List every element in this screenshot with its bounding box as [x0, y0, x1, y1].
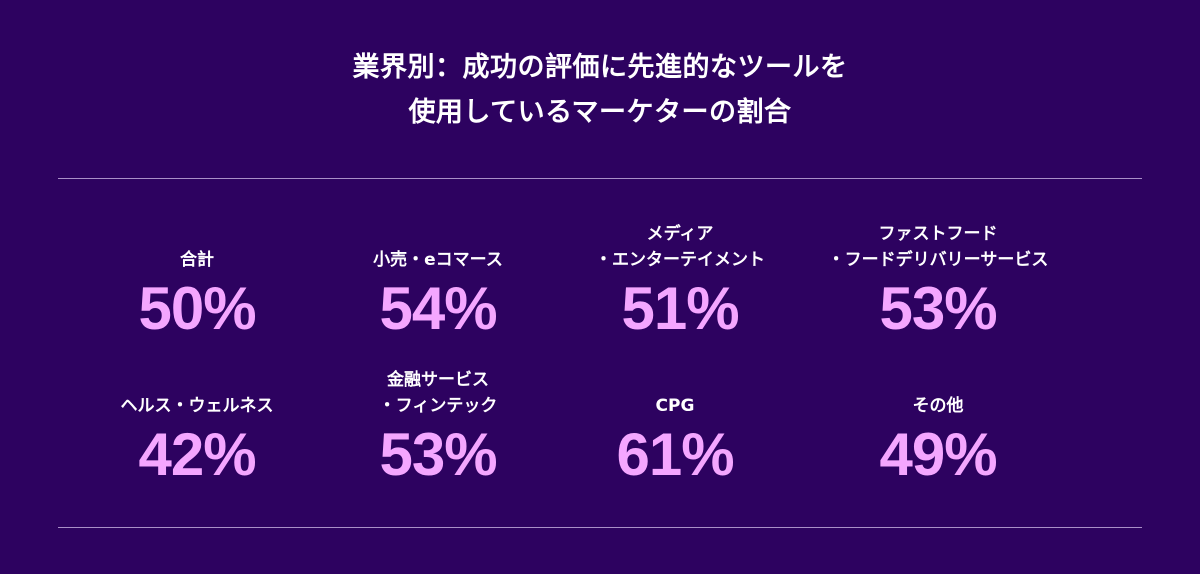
stat-label-line-2: ・フィンテック	[378, 396, 498, 416]
stat-label-line-2: 合計	[180, 250, 214, 270]
stat-value: 51%	[621, 275, 739, 342]
stat-value: 42%	[138, 421, 256, 488]
stat-value: 50%	[138, 275, 256, 342]
stat-label-line-2: ヘルス・ウェルネス	[120, 396, 274, 416]
stat-label: その他	[808, 367, 1068, 419]
stat-value: 49%	[879, 421, 997, 488]
stat-financial-fintech: 金融サービス ・フィンテック 53%	[308, 367, 568, 485]
stat-value: 53%	[879, 275, 997, 342]
stat-cpg: CPG 61%	[545, 367, 805, 485]
stat-label: 小売・eコマース	[308, 221, 568, 273]
stat-label: ファストフード ・フードデリバリーサービス	[808, 221, 1068, 273]
stat-value: 53%	[379, 421, 497, 488]
stat-label: 金融サービス ・フィンテック	[308, 367, 568, 419]
stat-other: その他 49%	[808, 367, 1068, 485]
stat-label-line-2: 小売・eコマース	[373, 250, 503, 270]
stat-label-line-1: メディア	[646, 224, 714, 244]
stat-value: 54%	[379, 275, 497, 342]
bottom-divider	[58, 527, 1142, 528]
title-line-1: 業界別：成功の評価に先進的なツールを	[352, 52, 848, 83]
stat-label: メディア ・エンターテイメント	[550, 221, 810, 273]
stat-health-wellness: ヘルス・ウェルネス 42%	[67, 367, 327, 485]
stat-label-line-2: ・フードデリバリーサービス	[827, 250, 1049, 270]
stat-fast-food-delivery: ファストフード ・フードデリバリーサービス 53%	[808, 221, 1068, 339]
stat-media-entertainment: メディア ・エンターテイメント 51%	[550, 221, 810, 339]
stat-label: CPG	[545, 367, 805, 419]
stat-value: 61%	[616, 421, 734, 488]
title-line-2: 使用しているマーケターの割合	[408, 97, 792, 128]
stat-label-line-1: 金融サービス	[387, 370, 489, 390]
top-divider	[58, 178, 1142, 179]
stat-label: 合計	[67, 221, 327, 273]
stat-total: 合計 50%	[67, 221, 327, 339]
page-title: 業界別：成功の評価に先進的なツールを 使用しているマーケターの割合	[0, 45, 1200, 135]
stat-label-line-2: その他	[912, 396, 964, 416]
stat-retail-ecommerce: 小売・eコマース 54%	[308, 221, 568, 339]
stat-label-line-2: CPG	[655, 396, 695, 416]
stat-label-line-1: ファストフード	[878, 224, 998, 244]
stat-label-line-2: ・エンターテイメント	[595, 250, 765, 270]
stat-label: ヘルス・ウェルネス	[67, 367, 327, 419]
